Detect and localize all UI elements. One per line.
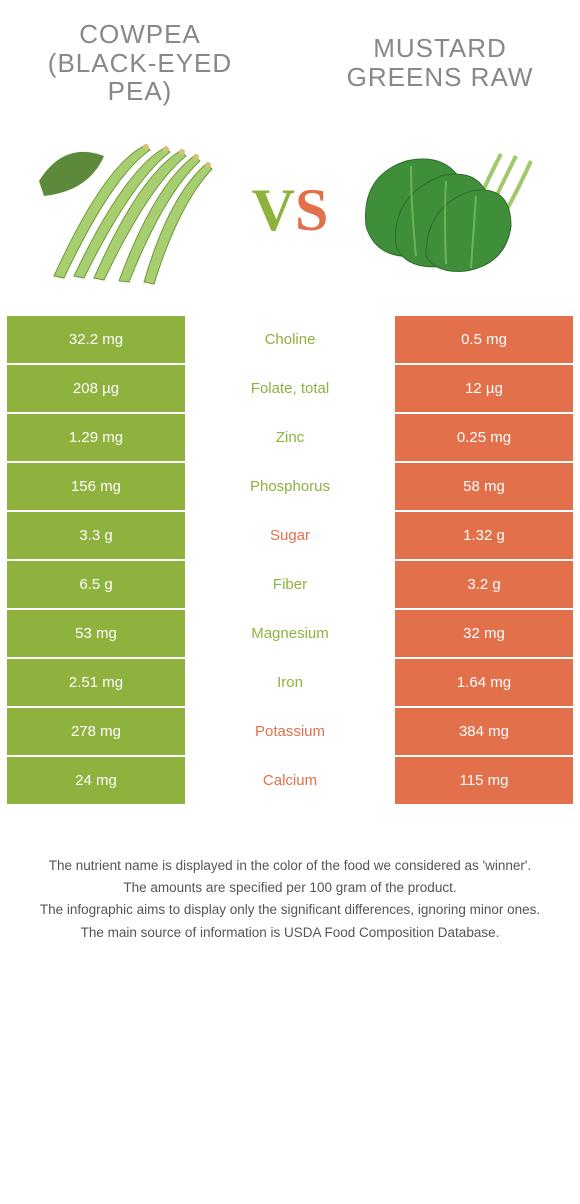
food-left-title: COWPEA (BLACK-EYED PEA) — [40, 20, 240, 106]
nutrient-label: Choline — [185, 316, 395, 363]
cowpea-image — [34, 136, 224, 286]
left-value: 6.5 g — [7, 561, 185, 608]
right-value: 1.32 g — [395, 512, 573, 559]
nutrient-label: Magnesium — [185, 610, 395, 657]
nutrient-table: 32.2 mgCholine0.5 mg208 µgFolate, total1… — [7, 316, 573, 806]
table-row: 32.2 mgCholine0.5 mg — [7, 316, 573, 365]
right-value: 12 µg — [395, 365, 573, 412]
nutrient-label: Sugar — [185, 512, 395, 559]
vs-label: VS — [252, 176, 329, 245]
left-value: 53 mg — [7, 610, 185, 657]
mustard-greens-image — [356, 136, 546, 286]
footer-line: The infographic aims to display only the… — [30, 900, 550, 920]
table-row: 156 mgPhosphorus58 mg — [7, 463, 573, 512]
nutrient-label: Fiber — [185, 561, 395, 608]
left-value: 208 µg — [7, 365, 185, 412]
right-value: 3.2 g — [395, 561, 573, 608]
left-value: 156 mg — [7, 463, 185, 510]
right-value: 58 mg — [395, 463, 573, 510]
right-value: 32 mg — [395, 610, 573, 657]
nutrient-label: Folate, total — [185, 365, 395, 412]
nutrient-label: Zinc — [185, 414, 395, 461]
left-value: 278 mg — [7, 708, 185, 755]
table-row: 278 mgPotassium384 mg — [7, 708, 573, 757]
right-value: 0.25 mg — [395, 414, 573, 461]
table-row: 208 µgFolate, total12 µg — [7, 365, 573, 414]
table-row: 1.29 mgZinc0.25 mg — [7, 414, 573, 463]
table-row: 53 mgMagnesium32 mg — [7, 610, 573, 659]
right-value: 384 mg — [395, 708, 573, 755]
nutrient-label: Iron — [185, 659, 395, 706]
nutrient-label: Phosphorus — [185, 463, 395, 510]
left-value: 24 mg — [7, 757, 185, 804]
left-value: 3.3 g — [7, 512, 185, 559]
nutrient-label: Potassium — [185, 708, 395, 755]
table-row: 6.5 gFiber3.2 g — [7, 561, 573, 610]
table-row: 2.51 mgIron1.64 mg — [7, 659, 573, 708]
footer-line: The amounts are specified per 100 gram o… — [30, 878, 550, 898]
left-value: 32.2 mg — [7, 316, 185, 363]
table-row: 3.3 gSugar1.32 g — [7, 512, 573, 561]
left-value: 2.51 mg — [7, 659, 185, 706]
footer-line: The main source of information is USDA F… — [30, 923, 550, 943]
vs-s: S — [295, 177, 328, 243]
vs-v: V — [252, 177, 295, 243]
food-right-title: MUSTARD GREENS RAW — [340, 34, 540, 91]
footer-notes: The nutrient name is displayed in the co… — [0, 806, 580, 965]
images-row: VS — [0, 116, 580, 316]
right-value: 0.5 mg — [395, 316, 573, 363]
table-row: 24 mgCalcium115 mg — [7, 757, 573, 806]
right-value: 1.64 mg — [395, 659, 573, 706]
right-value: 115 mg — [395, 757, 573, 804]
nutrient-label: Calcium — [185, 757, 395, 804]
header: COWPEA (BLACK-EYED PEA) MUSTARD GREENS R… — [0, 0, 580, 116]
footer-line: The nutrient name is displayed in the co… — [30, 856, 550, 876]
left-value: 1.29 mg — [7, 414, 185, 461]
